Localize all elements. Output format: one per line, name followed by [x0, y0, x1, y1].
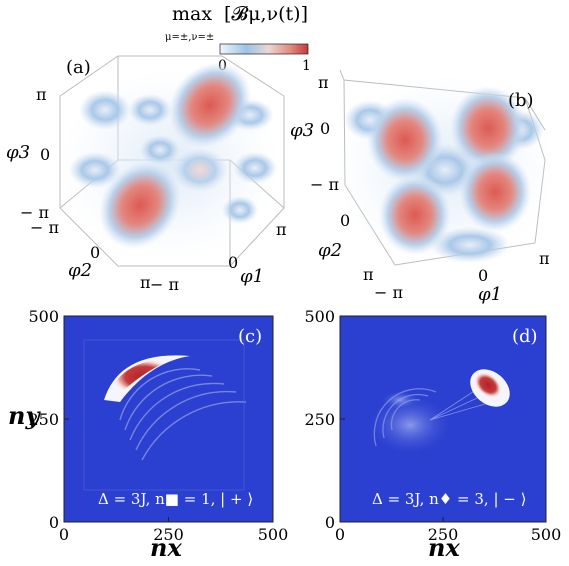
panel-d-ytick-label-2: 500 [304, 307, 335, 326]
panel-c-crescent-halo [104, 355, 190, 402]
panel-b-phi1-label: φ1 [478, 284, 502, 305]
colorbar-title-sub: μ=±,ν=± [165, 32, 214, 43]
panel-d-hotspot [473, 371, 503, 399]
panel-b-phi1-tick-pi: π [539, 249, 550, 268]
panel-c-xtick-label-0: 0 [59, 525, 69, 544]
colorbar-title-expr: [𝓑μ,ν(t)] [224, 3, 308, 25]
panel-c-xtick-label-2: 500 [258, 525, 289, 544]
panel-d-ytick-label-0: 0 [325, 513, 335, 532]
colorbar-tick-max: 1 [302, 58, 311, 74]
colorbar: max μ=±,ν=± [𝓑μ,ν(t)] 0 1 [165, 3, 311, 74]
colorbar-gradient [219, 43, 309, 55]
panel-c-fringes [119, 368, 247, 461]
panel-b-phi2-tick-pi: π [363, 265, 374, 284]
panel-d-ticks: 0 250 500 0 250 500 [304, 307, 561, 544]
panel-d-label: (d) [512, 326, 538, 347]
panel-d-xtick-label-2: 500 [531, 525, 562, 544]
panel-a-phi2-tick-0: 0 [90, 243, 100, 262]
panel-c-y-axis-label: ny [8, 401, 41, 430]
panel-c-xtick-label-1: 250 [153, 525, 184, 544]
panel-c-ticks: 0 250 500 0 250 500 [28, 307, 288, 544]
panel-b-phi3-tick-0: 0 [320, 119, 330, 138]
panel-c-label: (c) [238, 326, 262, 347]
panel-a-phi3-tick-neg-pi: − π [20, 203, 49, 222]
panel-c-annotation: Δ = 3J, n■ = 1, | + ⟩ [98, 490, 253, 508]
panel-b-volume [335, 75, 555, 265]
panel-a-phi3-tick-pi: π [36, 85, 47, 104]
panel-a-phi2-tick-neg-pi: − π [30, 218, 59, 237]
panel-b-phi3-label: φ3 [290, 120, 314, 141]
panel-d-heatmap-features [365, 369, 510, 457]
panel-d-annotation: Δ = 3J, n♦ = 3, | − ⟩ [372, 490, 526, 508]
panel-a-label: (a) [66, 57, 91, 78]
panel-c-ytick-label-0: 0 [49, 513, 59, 532]
panel-b-phi2-tick-0: 0 [340, 211, 350, 230]
panel-b: (b) π 0 − π φ3 π 0 φ2 − π 0 π φ1 [290, 69, 555, 305]
panel-a-phi1-tick-pi: π [276, 220, 287, 239]
panel-c-heatmap-features [83, 339, 247, 491]
panel-c-plot-area [64, 316, 273, 522]
panel-c-ytick-label-1: 250 [28, 410, 59, 429]
panel-a-phi1-tick-0: 0 [228, 253, 238, 272]
panel-b-label: (b) [508, 90, 534, 111]
panel-d-x-axis-label: nx [428, 533, 460, 562]
panel-b-phi1-tick-neg-pi: − π [374, 283, 403, 302]
panel-a-phi1-label: φ1 [240, 266, 264, 287]
panel-a: (a) π 0 − π φ3 − π 0 π φ2 − π 0 π φ1 [6, 55, 287, 294]
panel-d-xtick-label-0: 0 [335, 525, 345, 544]
panel-b-phi3-tick-pi: π [318, 73, 329, 92]
colorbar-title-max: max [172, 3, 212, 25]
panel-a-phi3-label: φ3 [6, 142, 30, 163]
panel-d: (d) Δ = 3J, n♦ = 3, | − ⟩ 0 250 500 0 250 500… [304, 307, 561, 562]
panel-a-phi1-tick-neg-pi: − π [150, 275, 179, 294]
panel-c-x-axis-label: nx [150, 533, 182, 562]
panel-d-ytick-label-1: 250 [304, 410, 335, 429]
panel-c-ytick-label-2: 500 [28, 307, 59, 326]
panel-b-phi1-tick-0: 0 [478, 266, 488, 285]
panel-a-phi2-label: φ2 [68, 260, 92, 281]
panel-a-phi2-tick-pi: π [140, 273, 151, 292]
panel-d-fringes [373, 388, 437, 447]
panel-a-volume [60, 62, 280, 260]
panel-c: (c) Δ = 3J, n■ = 1, | + ⟩ 0 250 500 0 250 500… [8, 307, 288, 562]
panel-d-xtick-label-1: 250 [428, 525, 459, 544]
panel-c-hotspot [110, 358, 178, 396]
panel-b-phi3-tick-neg-pi: − π [310, 175, 339, 194]
panel-b-phi2-label: φ2 [318, 240, 342, 261]
panel-a-phi3-tick-0: 0 [40, 145, 50, 164]
